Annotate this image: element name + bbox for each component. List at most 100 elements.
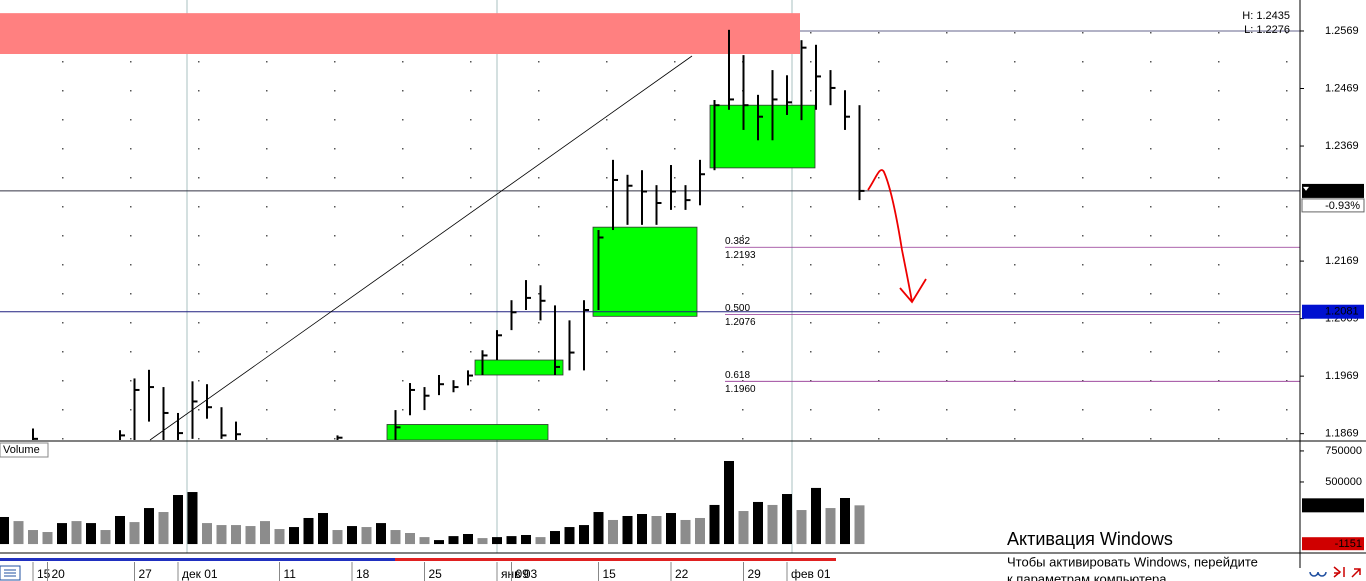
x-tick-label: 15: [603, 567, 617, 581]
hand-drawn-arrow: [867, 169, 927, 304]
dot-grid: [0, 12, 1300, 440]
volume-bar: [245, 526, 256, 545]
y-tick-label: 1.2169: [1325, 255, 1359, 267]
x-tick-label: 15: [37, 567, 51, 581]
volume-bar: [854, 505, 865, 545]
zone: [592, 226, 698, 317]
menu-icon-lines: [4, 569, 16, 577]
low-label: L: 1.2276: [1244, 24, 1290, 36]
volume-bar: [419, 537, 430, 545]
x-tick-label: 22: [675, 567, 689, 581]
level-box: [1302, 304, 1364, 319]
x-tick-label: 27: [139, 567, 153, 581]
volume-bar: [724, 460, 734, 545]
volume-bar: [332, 530, 343, 545]
volume-bar: [492, 537, 502, 545]
y-tick-label: 1.1969: [1325, 370, 1359, 382]
last-price-box: [1302, 183, 1364, 198]
volume-bar: [811, 487, 821, 545]
x-tick-label: 09: [516, 567, 530, 581]
volume-bar: [129, 522, 140, 545]
volume-bar: [840, 497, 850, 545]
x-tick-label: 29: [748, 567, 762, 581]
volume-bar: [477, 538, 488, 545]
volume-bar: [738, 511, 749, 545]
session-bar: [0, 558, 395, 561]
volume-bar: [260, 521, 270, 545]
volume-bar: [231, 525, 241, 545]
volume-last-box: [1302, 498, 1364, 513]
volume-bar: [608, 519, 618, 545]
volume-bar: [115, 515, 125, 545]
volume-bar: [709, 504, 720, 545]
volume-bar: [593, 512, 604, 545]
volume-bar: [187, 492, 198, 545]
volume-bar: [0, 516, 9, 545]
volume-label-box: [0, 442, 49, 458]
level-label: 1.2081: [1325, 306, 1359, 318]
y-tick-label: 1.2569: [1325, 25, 1359, 37]
y-tick-label: 750000: [1325, 445, 1362, 457]
fib-ratio: 0.618: [725, 370, 750, 381]
volume-bar: [564, 527, 575, 545]
scroll-icon[interactable]: [1333, 566, 1345, 578]
volume-bar: [71, 521, 82, 545]
volume-bar: [622, 515, 633, 545]
fib-price: 1.2193: [725, 250, 756, 261]
watermark-line: Чтобы активировать Windows, перейдите: [1007, 554, 1258, 569]
last-price-marker: [1303, 186, 1309, 191]
volume-bar: [100, 530, 111, 545]
volume-bar: [463, 534, 473, 545]
volume-title: Volume: [3, 444, 40, 456]
volume-bar: [782, 494, 792, 545]
change-box: [1301, 198, 1365, 213]
volume-bar: [390, 530, 401, 545]
x-tick-label: янв 03: [501, 567, 538, 581]
volume-bar: [405, 533, 415, 545]
expand-icon[interactable]: [1351, 568, 1361, 578]
volume-bar: [173, 495, 183, 545]
volume-bar: [347, 526, 357, 545]
volume-bar: [158, 512, 169, 545]
volume-last-label: 311869: [1326, 499, 1362, 511]
volume-bar: [506, 536, 517, 545]
volume-bar: [796, 510, 807, 545]
fib-price: 1.2076: [725, 317, 756, 328]
volume-bar: [550, 531, 560, 545]
link-icon[interactable]: [1309, 571, 1327, 577]
volume-panel: [0, 460, 865, 545]
volume-bar: [535, 537, 546, 545]
watermark-title: Активация Windows: [1007, 529, 1173, 549]
high-label: H: 1.2435: [1242, 10, 1290, 22]
volume-bar: [376, 523, 386, 545]
volume-bar: [579, 525, 589, 545]
x-tick-label: 11: [284, 567, 297, 581]
volume-bar: [13, 521, 24, 545]
last-price-label: 1.2291: [1325, 185, 1359, 197]
volume-bar: [680, 519, 691, 545]
y-tick-label: 1.2369: [1325, 140, 1359, 152]
volume-bar: [767, 504, 778, 545]
volume-bar: [361, 527, 372, 545]
volume-bar: [825, 508, 836, 545]
volume-bar: [28, 530, 38, 545]
zone: [474, 359, 564, 376]
volume-bar: [666, 513, 676, 545]
fib-price: 1.1960: [725, 384, 756, 395]
other-label: -1151: [1335, 538, 1362, 550]
watermark-line: к параметрам компьютера.: [1007, 571, 1170, 581]
change-label: -0.93%: [1325, 200, 1360, 212]
volume-bar: [651, 515, 662, 545]
volume-bar: [695, 517, 705, 545]
zone: [709, 104, 816, 169]
y-tick-label: 500000: [1325, 476, 1362, 488]
fib-ratio: 0.382: [725, 236, 750, 247]
x-tick-label: 18: [356, 567, 370, 581]
volume-bar: [57, 523, 67, 545]
price-panel: [0, 13, 1300, 440]
volume-bar: [289, 527, 299, 545]
x-tick-label: 20: [52, 567, 66, 581]
volume-bar: [303, 517, 314, 545]
volume-bar: [521, 534, 531, 545]
